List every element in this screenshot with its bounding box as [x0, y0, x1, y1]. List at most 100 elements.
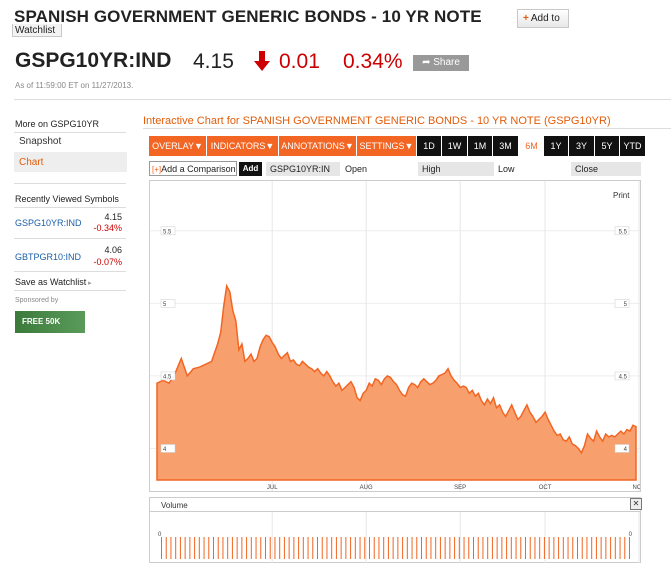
volume-y-tick-label: 0: [629, 532, 633, 538]
price-change: 0.01: [279, 50, 320, 73]
volume-bar: [269, 537, 271, 559]
x-tick-label: OCT: [539, 485, 552, 491]
volume-bar: [227, 537, 229, 559]
sidebar-divider: [14, 290, 126, 291]
volume-bar: [614, 537, 616, 559]
volume-bar: [458, 537, 460, 559]
add-to-label: Add to: [530, 13, 560, 24]
x-tick-label: JUL: [267, 485, 278, 491]
high-column: High: [418, 162, 494, 176]
y-tick-label-box: [614, 371, 630, 381]
sidebar-divider: [14, 183, 126, 184]
price-chart[interactable]: 4 4 4.5 4.5 5 5 5.5 5.5 JUL AUG SEP OCT NOV: [149, 180, 641, 492]
y-tick-label: 5.5: [163, 229, 172, 235]
indicators-menu[interactable]: INDICATORS▼: [207, 136, 279, 156]
volume-bar: [369, 537, 370, 559]
recent-symbol-change: -0.07%: [93, 257, 122, 267]
volume-bar: [548, 537, 550, 559]
volume-bar: [581, 537, 583, 559]
comparison-input[interactable]: [+]Add a Comparison: [149, 161, 237, 176]
recent-symbol-link[interactable]: GBTPGR10:IND: [15, 252, 82, 262]
volume-bar: [387, 537, 389, 559]
volume-bar: [572, 537, 574, 559]
indicators-menu-label: INDICATORS: [210, 141, 266, 151]
volume-bar: [350, 537, 352, 559]
volume-bar: [553, 537, 555, 559]
recent-symbol-link[interactable]: GSPG10YR:IND: [15, 218, 82, 228]
range-1d[interactable]: 1D: [417, 136, 442, 156]
volume-bar: [539, 537, 541, 559]
plus-icon: +: [523, 13, 529, 24]
comparison-icon: [+]: [152, 165, 162, 174]
sidebar-item-chart[interactable]: Chart: [19, 157, 44, 168]
y-tick-label: 4.5: [163, 374, 172, 380]
range-3y[interactable]: 3Y: [569, 136, 595, 156]
share-button[interactable]: ➦ Share: [413, 55, 469, 71]
volume-bar: [444, 537, 446, 559]
volume-bar: [373, 537, 375, 559]
volume-bar: [241, 537, 243, 559]
volume-bar: [298, 537, 300, 559]
watchlist-button-label[interactable]: Watchlist: [12, 24, 62, 37]
low-column: Low: [498, 164, 515, 174]
volume-bar: [416, 537, 418, 559]
range-1y[interactable]: 1Y: [544, 136, 569, 156]
chart-toolbar: OVERLAY▼ INDICATORS▼ ANNOTATIONS▼ SETTIN…: [149, 136, 645, 156]
volume-bar: [397, 537, 399, 559]
recently-viewed-heading: Recently Viewed Symbols: [15, 194, 119, 204]
close-icon[interactable]: ✕: [630, 498, 642, 510]
range-ytd[interactable]: YTD: [620, 136, 645, 156]
chevron-down-icon: ▼: [193, 141, 203, 151]
volume-bar: [345, 537, 347, 559]
volume-bar: [302, 537, 304, 559]
volume-bar: [562, 537, 564, 559]
price-area-fill: [156, 283, 637, 481]
range-3m[interactable]: 3M: [493, 136, 519, 156]
settings-menu-label: SETTINGS: [359, 141, 405, 151]
volume-bar: [515, 537, 517, 559]
volume-bar: [279, 537, 281, 559]
chevron-down-icon: ▼: [404, 141, 414, 151]
y-tick-label: 5: [624, 302, 628, 308]
page-title: SPANISH GOVERNMENT GENERIC BONDS - 10 YR…: [14, 7, 482, 26]
volume-bar: [520, 537, 522, 559]
save-as-watchlist-link[interactable]: Save as Watchlist ▸: [15, 277, 92, 287]
range-1w[interactable]: 1W: [442, 136, 468, 156]
symbol-cell: GSPG10YR:IN: [266, 162, 340, 176]
volume-bar: [165, 537, 167, 559]
add-to-watchlist-button[interactable]: + Add to: [517, 9, 569, 28]
down-arrow-icon: [251, 50, 273, 78]
volume-bar: [595, 537, 597, 559]
add-comparison-button[interactable]: Add: [239, 162, 262, 176]
range-6m[interactable]: 6M: [519, 136, 544, 156]
sidebar-item-snapshot[interactable]: Snapshot: [19, 136, 62, 147]
settings-menu[interactable]: SETTINGS▼: [357, 136, 417, 156]
volume-bar: [586, 537, 588, 559]
annotations-menu[interactable]: ANNOTATIONS▼: [279, 136, 357, 156]
sponsor-badge[interactable]: FREE 50K: [15, 311, 85, 333]
overlay-menu[interactable]: OVERLAY▼: [149, 136, 207, 156]
print-link[interactable]: Print: [613, 191, 630, 200]
chevron-down-icon: ▼: [344, 141, 354, 151]
range-5y[interactable]: 5Y: [595, 136, 620, 156]
x-tick-label: AUG: [360, 485, 373, 491]
chart-title: Interactive Chart for SPANISH GOVERNMENT…: [143, 115, 611, 127]
volume-bar: [317, 537, 318, 559]
comparison-placeholder: Add a Comparison: [161, 164, 236, 174]
volume-bar: [619, 537, 621, 559]
volume-bar: [629, 537, 630, 559]
more-on-heading: More on GSPG10YR: [15, 119, 100, 129]
volume-bar: [194, 537, 196, 559]
volume-bar: [468, 537, 470, 559]
sidebar-divider: [14, 271, 126, 272]
y-tick-label-box: [614, 444, 630, 453]
volume-bar: [293, 537, 295, 559]
volume-bar: [378, 537, 380, 559]
annotations-menu-label: ANNOTATIONS: [281, 141, 345, 151]
chart-border: [149, 180, 641, 492]
volume-bar: [425, 537, 427, 559]
y-tick-label-box: [160, 226, 176, 236]
volume-bar: [288, 537, 290, 559]
range-1m[interactable]: 1M: [468, 136, 493, 156]
